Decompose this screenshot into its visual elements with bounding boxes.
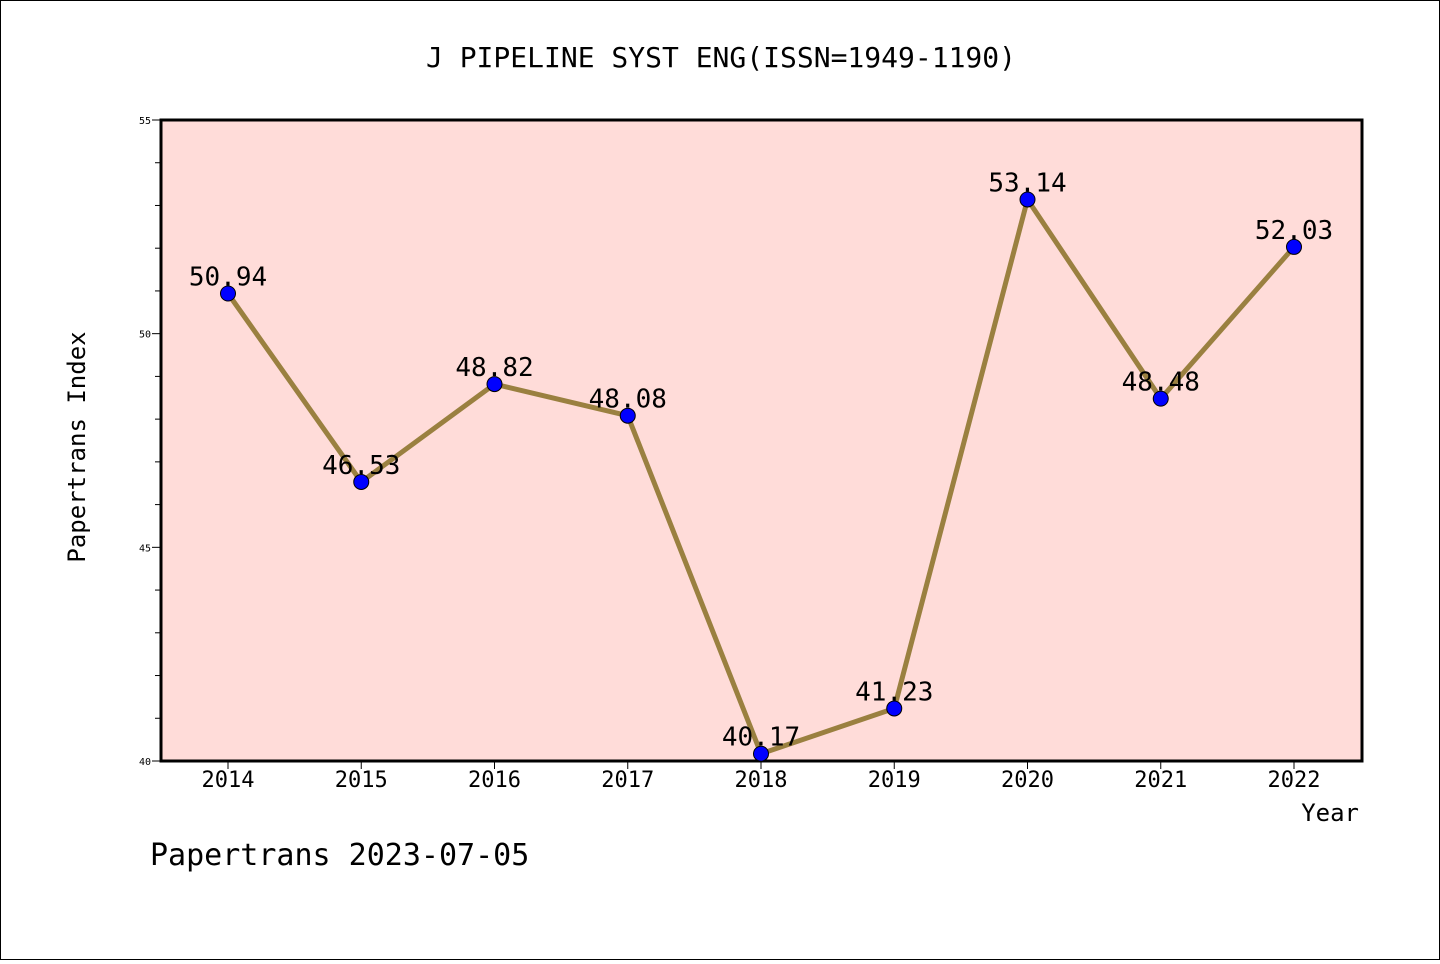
y-axis-label: Papertrans Index — [63, 331, 91, 562]
data-point — [220, 285, 236, 302]
data-label: 41.23 — [855, 677, 933, 707]
data-point — [753, 745, 769, 762]
data-label: 52.03 — [1255, 216, 1333, 246]
chart-title: J PIPELINE SYST ENG(ISSN=1949-1190) — [426, 41, 1016, 74]
data-point — [1286, 238, 1302, 255]
data-label: 50.94 — [189, 262, 267, 292]
data-point — [619, 407, 636, 424]
data-label: 40.17 — [722, 723, 800, 753]
x-tick-label: 2019 — [868, 768, 921, 793]
x-tick-label: 2017 — [601, 768, 654, 793]
data-label: 48.08 — [589, 385, 667, 415]
x-tick-label: 2014 — [202, 768, 255, 793]
x-tick-label: 2020 — [1001, 768, 1054, 793]
data-label: 48.48 — [1122, 368, 1200, 398]
x-tick-label: 2018 — [735, 768, 788, 793]
data-point — [1152, 390, 1169, 407]
y-axis: 40 45 50 55 — [139, 116, 161, 768]
y-tick-label: 45 — [139, 543, 151, 554]
data-label: 48.82 — [455, 353, 533, 383]
data-point — [486, 376, 503, 393]
y-tick-label: 50 — [139, 330, 151, 341]
footer-credit: Papertrans 2023-07-05 — [150, 838, 529, 873]
x-tick-label: 2015 — [335, 768, 388, 793]
plot-area — [159, 118, 1364, 763]
x-tick-label: 2021 — [1134, 768, 1187, 793]
data-point — [1019, 191, 1036, 208]
data-label: 46.53 — [322, 451, 400, 481]
y-tick-label: 55 — [139, 116, 151, 127]
series-line-group: 50.94 46.53 48.82 48.08 40.17 41.23 53.14 48.48… — [189, 168, 1333, 762]
x-tick-label: 2022 — [1268, 768, 1321, 793]
data-point — [353, 473, 370, 490]
x-axis: 2014 2015 2016 2017 2018 2019 2020 2021 2022 — [202, 761, 1321, 793]
data-label: 53.14 — [988, 168, 1066, 198]
data-point — [886, 700, 903, 717]
x-axis-label: Year — [1301, 799, 1359, 827]
y-tick-label: 40 — [139, 757, 151, 768]
x-tick-label: 2016 — [468, 768, 521, 793]
